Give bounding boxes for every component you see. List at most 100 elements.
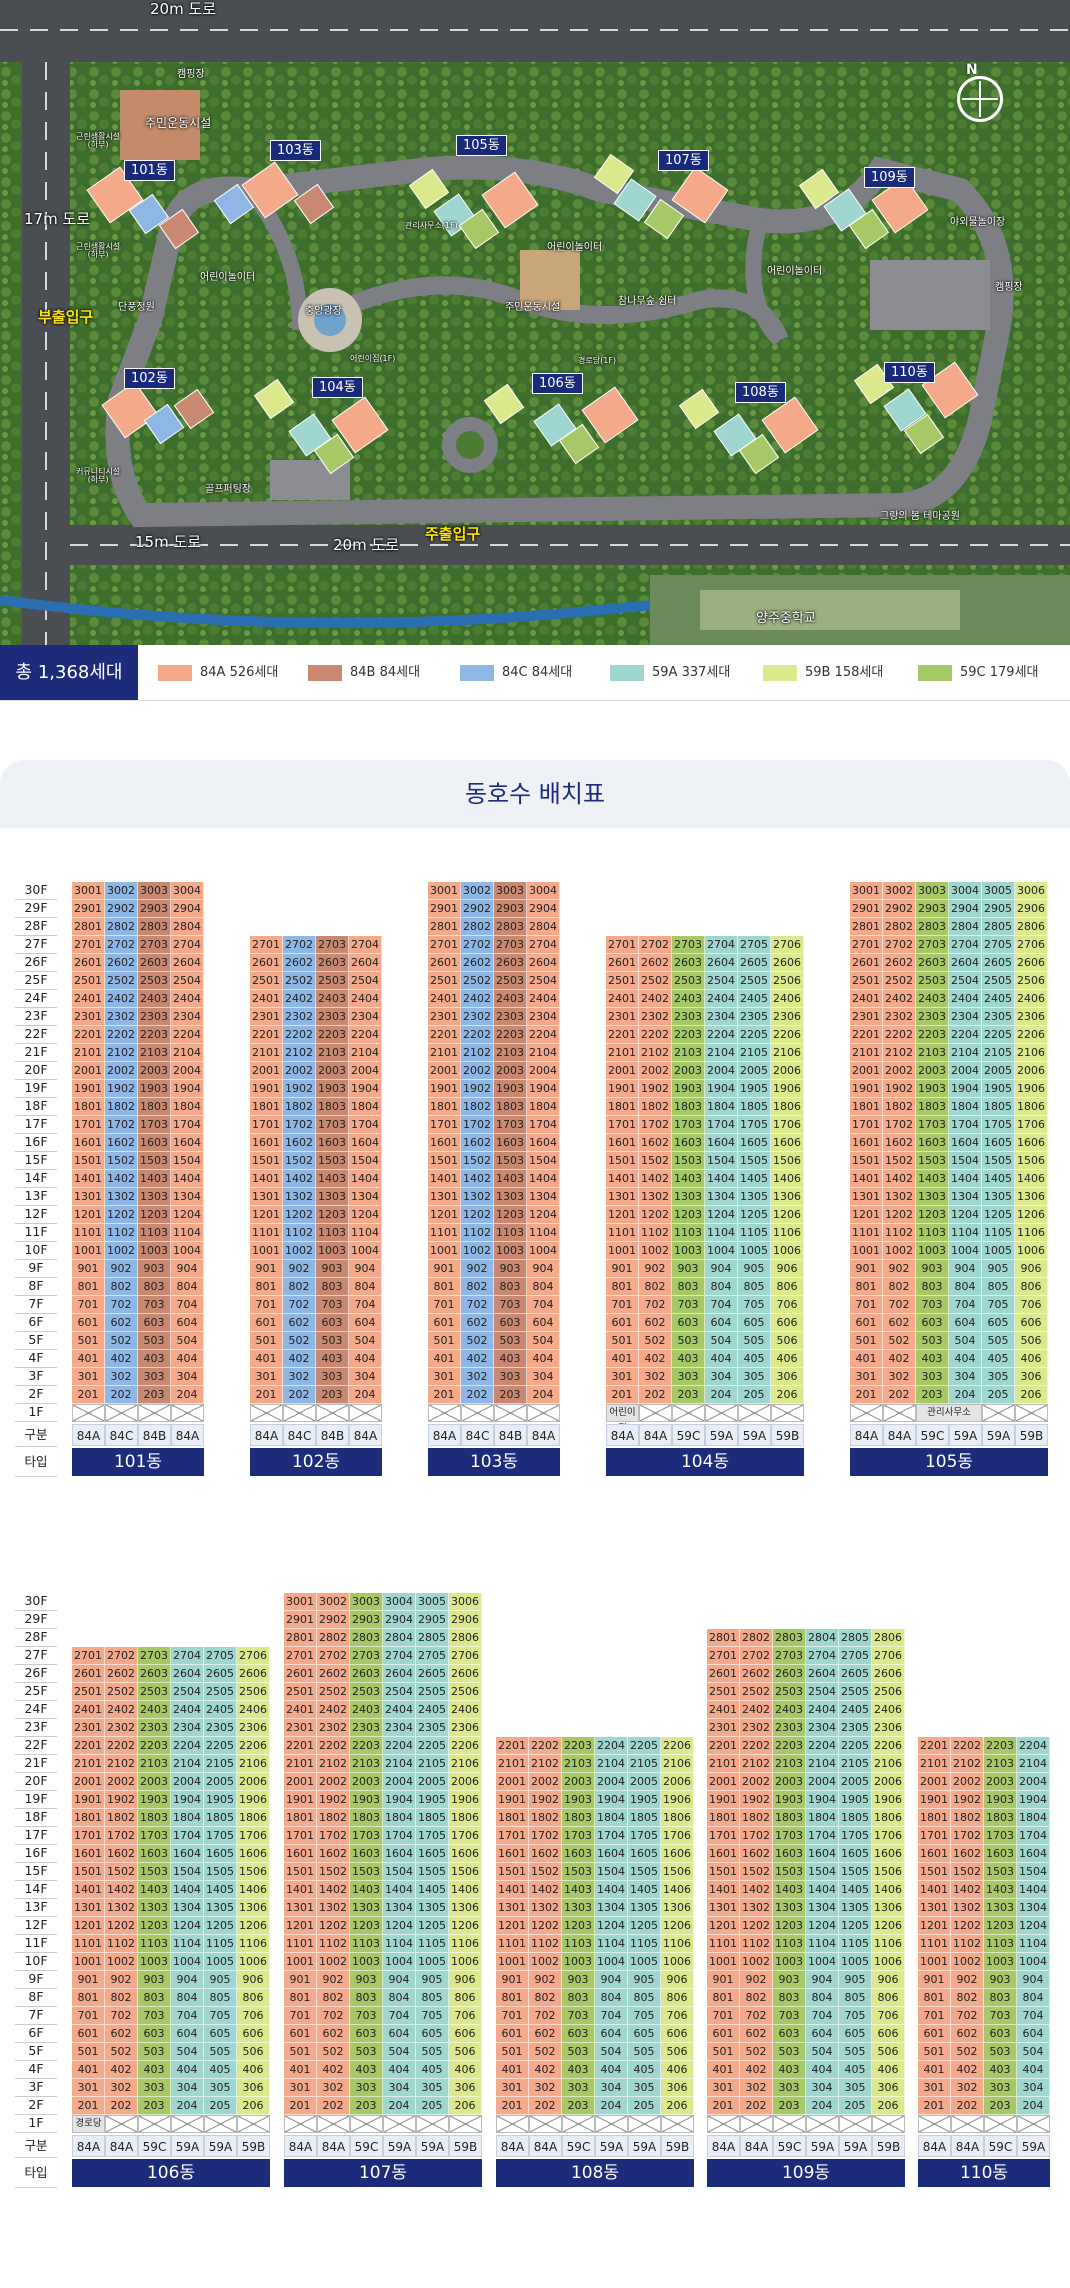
unit-cell: 2703 bbox=[494, 936, 527, 954]
unit-cell: 1601 bbox=[606, 1134, 639, 1152]
unit-cell: 206 bbox=[771, 1386, 804, 1404]
facility-seniors-center: 경로당(1F) bbox=[578, 356, 617, 365]
unit-cell: 2004 bbox=[383, 1773, 416, 1791]
unit-cell: 503 bbox=[773, 2043, 806, 2061]
unit-cell: 201 bbox=[707, 2097, 740, 2115]
unit-cell: 802 bbox=[317, 1989, 350, 2007]
unit-cell: 402 bbox=[529, 2061, 562, 2079]
unit-cell: 2302 bbox=[639, 1008, 672, 1026]
unit-cell: 505 bbox=[416, 2043, 449, 2061]
facility-daycare: 어린이집(1F) bbox=[350, 354, 396, 363]
unit-cell: 2205 bbox=[628, 1737, 661, 1755]
floor-label: 20F bbox=[15, 1772, 57, 1791]
unit-cell: 2904 bbox=[171, 900, 204, 918]
unit-cell: 1503 bbox=[316, 1152, 349, 1170]
unit-cell: 1803 bbox=[138, 1098, 171, 1116]
unit-cell: 1103 bbox=[316, 1224, 349, 1242]
unit-cell: 505 bbox=[628, 2043, 661, 2061]
unit-cell: 1905 bbox=[628, 1791, 661, 1809]
unit-cell: 2603 bbox=[773, 1665, 806, 1683]
unit-cell: 204 bbox=[595, 2097, 628, 2115]
unit-cell: 2104 bbox=[527, 1044, 560, 1062]
unit-cell: 304 bbox=[1017, 2079, 1050, 2097]
ground-floor-cell bbox=[883, 1404, 916, 1422]
unit-cell: 303 bbox=[494, 1368, 527, 1386]
unit-cell: 905 bbox=[982, 1260, 1015, 1278]
unit-cell: 902 bbox=[529, 1971, 562, 1989]
unit-cell: 2205 bbox=[204, 1737, 237, 1755]
unit-cell: 304 bbox=[705, 1368, 738, 1386]
facility-playground-3: 어린이놀이터 bbox=[767, 266, 823, 277]
unit-cell: 1901 bbox=[72, 1080, 105, 1098]
unit-cell: 1201 bbox=[284, 1917, 317, 1935]
unit-cell: 1003 bbox=[350, 1953, 383, 1971]
unit-cell: 2606 bbox=[1015, 954, 1048, 972]
unit-cell: 3004 bbox=[383, 1593, 416, 1611]
unit-type-cell: 84A bbox=[317, 2135, 350, 2157]
unit-cell: 1002 bbox=[283, 1242, 316, 1260]
unit-cell: 204 bbox=[171, 1386, 204, 1404]
unit-cell: 3003 bbox=[350, 1593, 383, 1611]
unit-cell: 1603 bbox=[138, 1134, 171, 1152]
unit-cell: 1501 bbox=[284, 1863, 317, 1881]
unit-cell: 2301 bbox=[707, 1719, 740, 1737]
unit-cell: 2804 bbox=[806, 1629, 839, 1647]
unit-cell: 2303 bbox=[138, 1008, 171, 1026]
unit-cell: 601 bbox=[428, 1314, 461, 1332]
unit-cell: 304 bbox=[383, 2079, 416, 2097]
road-north-label: 20m 도로 bbox=[150, 0, 217, 18]
unit-cell: 301 bbox=[707, 2079, 740, 2097]
unit-cell: 1402 bbox=[639, 1170, 672, 1188]
unit-cell: 1402 bbox=[951, 1881, 984, 1899]
main-entrance-label: 주출입구 bbox=[425, 525, 481, 543]
unit-cell: 2005 bbox=[982, 1062, 1015, 1080]
unit-cell: 1406 bbox=[661, 1881, 694, 1899]
unit-cell: 2102 bbox=[105, 1044, 138, 1062]
ground-floor-cell bbox=[171, 2115, 204, 2133]
floor-label: 3F bbox=[15, 2078, 57, 2097]
unit-type-cell: 84C bbox=[105, 1424, 138, 1446]
floor-label: 13F bbox=[15, 1898, 57, 1917]
unit-cell: 2803 bbox=[494, 918, 527, 936]
unit-cell: 2104 bbox=[949, 1044, 982, 1062]
ground-floor-facility: 관리사무소 bbox=[916, 1404, 982, 1422]
ground-floor-cell bbox=[383, 2115, 416, 2133]
unit-cell: 2201 bbox=[72, 1737, 105, 1755]
unit-cell: 1606 bbox=[872, 1845, 905, 1863]
unit-type-cell: 59A bbox=[982, 1424, 1015, 1446]
floor-label: 10F bbox=[15, 1241, 57, 1260]
unit-cell: 601 bbox=[250, 1314, 283, 1332]
unit-cell: 1405 bbox=[839, 1881, 872, 1899]
unit-cell: 1004 bbox=[595, 1953, 628, 1971]
unit-cell: 1304 bbox=[806, 1899, 839, 1917]
unit-cell: 1306 bbox=[872, 1899, 905, 1917]
unit-cell: 405 bbox=[738, 1350, 771, 1368]
unit-cell: 1801 bbox=[496, 1809, 529, 1827]
unit-cell: 904 bbox=[595, 1971, 628, 1989]
unit-cell: 1006 bbox=[771, 1242, 804, 1260]
unit-cell: 804 bbox=[705, 1278, 738, 1296]
unit-cell: 2206 bbox=[449, 1737, 482, 1755]
unit-cell: 2303 bbox=[316, 1008, 349, 1026]
unit-cell: 303 bbox=[138, 1368, 171, 1386]
ground-floor-cell bbox=[171, 1404, 204, 1422]
unit-cell: 2001 bbox=[918, 1773, 951, 1791]
unit-cell: 1001 bbox=[72, 1953, 105, 1971]
unit-cell: 306 bbox=[872, 2079, 905, 2097]
unit-cell: 504 bbox=[705, 1332, 738, 1350]
unit-cell: 1403 bbox=[350, 1881, 383, 1899]
unit-cell: 503 bbox=[984, 2043, 1017, 2061]
ground-floor-cell bbox=[918, 2115, 951, 2133]
unit-cell: 906 bbox=[872, 1971, 905, 1989]
unit-cell: 1706 bbox=[771, 1116, 804, 1134]
unit-cell: 1204 bbox=[949, 1206, 982, 1224]
unit-cell: 1305 bbox=[839, 1899, 872, 1917]
unit-cell: 1802 bbox=[883, 1098, 916, 1116]
unit-cell: 1304 bbox=[171, 1188, 204, 1206]
unit-cell: 2301 bbox=[250, 1008, 283, 1026]
unit-cell: 805 bbox=[738, 1278, 771, 1296]
unit-cell: 1503 bbox=[562, 1863, 595, 1881]
unit-cell: 302 bbox=[283, 1368, 316, 1386]
unit-cell: 303 bbox=[984, 2079, 1017, 2097]
unit-cell: 1705 bbox=[628, 1827, 661, 1845]
